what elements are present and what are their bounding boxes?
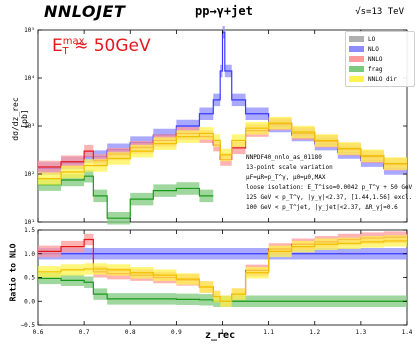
series-line-frag [38,175,214,219]
main-y-tick-label: 10⁵ [24,27,35,34]
et-max-annotation: EmaxT ≈ 50GeV [52,36,151,57]
et-symbol: E [52,36,63,56]
x-tick-label: 1 [221,329,225,336]
process-label: pp→γ+jet [195,4,253,18]
nnlojet-logo: NNLOJET [44,2,126,21]
ratio-y-tick-label: 1.0 [24,251,35,258]
ratio-y-tick-label: 0.0 [24,298,35,305]
legend-swatch [349,56,364,62]
ratio-y-tick-label: 1.5 [24,227,35,234]
main-y-tick-label: 10³ [24,123,35,130]
legend-label: frag [368,65,383,73]
legend-swatch [349,66,364,72]
legend-label: LO [368,35,376,43]
legend-label: NLO [368,45,379,53]
x-tick-label: 0.7 [79,329,90,336]
legend-entry: NNLO [349,54,411,64]
et-value: ≈ 50GeV [74,36,151,56]
legend-entry: LO [349,34,411,44]
info-line: NNPDF40_nnlo_as_01180 [246,154,322,161]
legend-entry: NLO [349,44,411,54]
legend-entry: frag [349,64,411,74]
info-line: μF=μR=p_T^γ, μ0=μ0,MAX [246,174,326,181]
x-tick-label: 1.3 [355,329,366,336]
legend-entry: NNLO dir [349,74,411,84]
legend-swatch [349,46,364,52]
main-y-tick-label: 10¹ [24,219,35,226]
ratio-panel: −0.5 0.0 0.5 1.0 1.5 0.6 0.7 0.8 0.9 1 1.1 1.2 1.3 1.… [21,227,413,336]
info-line: 13-point scale variation [246,164,333,171]
x-tick-label: 0.8 [125,329,136,336]
ratio-y-tick-label: −0.5 [21,322,36,329]
x-tick-label: 0.6 [33,329,44,336]
info-box: NNPDF40_nnlo_as_01180 13-point scale vari… [246,153,412,213]
x-tick-label: 1.2 [309,329,320,336]
legend-label: NNLO [368,55,383,63]
legend-swatch [349,76,364,82]
y-axis-label-ratio: Ratio to NLO [8,243,18,302]
x-tick-label: 1.4 [402,329,413,336]
main-y-tick-label: 10² [24,171,35,178]
ratio-y-tick-label: 0.5 [24,275,35,282]
series-line-nnlo-dir [38,122,407,180]
y-axis-label-main: dσ/dz_rec [pb] [11,97,29,141]
legend-swatch [349,36,364,42]
info-line: loose isolation: E_T^iso=0.0042 p_T^γ + … [246,184,413,191]
x-tick-label: 0.9 [171,329,182,336]
legend-label: NNLO dir [368,75,397,83]
series-line-nnlo-dir [38,240,407,302]
et-superscript: max [62,36,85,47]
x-tick-label: 1.1 [263,329,274,336]
x-axis-label: z_rec [205,330,236,341]
info-line: 125 GeV < p_T^γ, |y_γ|<2.37, [1.44,1.56]… [246,194,413,201]
main-y-tick-label: 10⁴ [24,75,35,82]
band-frag [38,169,214,225]
legend: LO NLO NNLO frag NNLO dir [345,31,415,87]
et-subscript: T [62,46,69,57]
energy-label: √s=13 TeV [355,7,404,17]
info-line: 100 GeV < p_T^jet, |y_jet|<2.37, ΔR_γj=0… [246,204,398,211]
